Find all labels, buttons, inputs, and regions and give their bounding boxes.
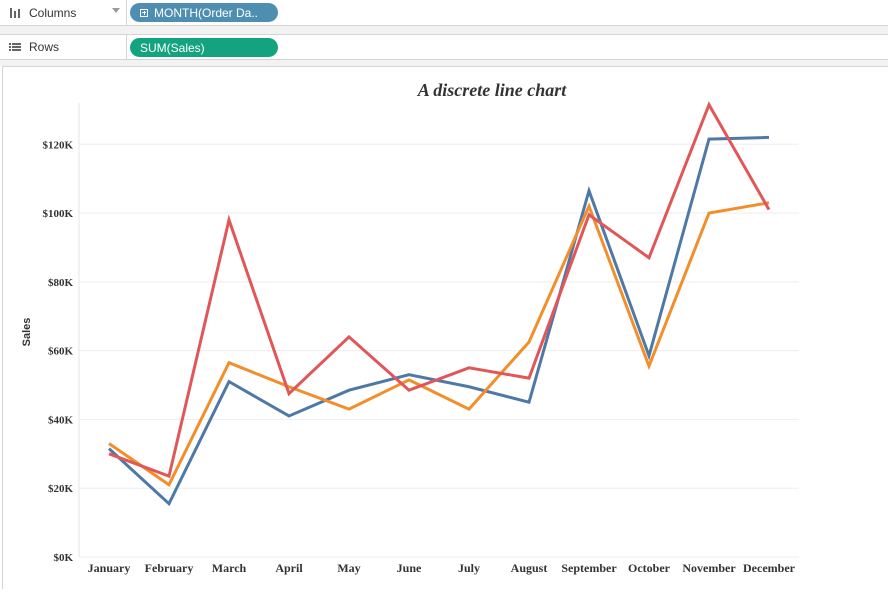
x-tick-label: July (458, 561, 480, 575)
chart-panel: A discrete line chart $0K $20K $40K $60K $80… (2, 66, 888, 589)
columns-shelf-label-area: Columns (0, 0, 127, 25)
x-tick-label: February (145, 561, 194, 575)
columns-label: Columns (29, 5, 77, 20)
y-tick-label: $120K (42, 139, 73, 151)
y-axis-ticks: $0K $20K $40K $60K $80K $100K $120K (42, 139, 73, 564)
y-tick-label: $100K (42, 208, 73, 220)
x-tick-label: November (682, 561, 736, 575)
y-tick-label: $0K (53, 552, 73, 564)
shelf-divider (0, 26, 888, 34)
x-tick-label: March (212, 561, 247, 575)
x-tick-label: May (337, 561, 360, 575)
x-axis-ticks: January February March April May June July Augu… (88, 561, 796, 575)
y-tick-label: $60K (48, 346, 74, 358)
rows-label: Rows (29, 40, 60, 54)
rows-shelf-label-area: Rows (0, 35, 127, 59)
series-line-2[interactable] (108, 201, 770, 487)
expand-plus-icon[interactable] (140, 8, 148, 17)
columns-pill-label: MONTH(Order Da.. (154, 5, 259, 20)
columns-shelf[interactable]: Columns MONTH(Order Da.. (0, 0, 888, 26)
series-line-1[interactable] (107, 135, 770, 507)
y-axis-label: Sales (21, 318, 33, 347)
x-tick-label: April (275, 561, 303, 575)
x-tick-label: September (561, 561, 617, 575)
series-lines (107, 101, 771, 507)
rows-icon (8, 42, 22, 52)
chevron-down-icon[interactable] (112, 8, 120, 13)
y-tick-label: $40K (48, 414, 74, 426)
x-tick-label: December (743, 561, 796, 575)
rows-pill-label: SUM(Sales) (140, 40, 205, 55)
columns-icon (8, 7, 22, 18)
x-tick-label: January (88, 561, 131, 575)
month-order-date-pill[interactable]: MONTH(Order Da.. (130, 3, 278, 22)
y-tick-label: $80K (48, 277, 74, 289)
gridlines (78, 103, 799, 558)
line-chart: A discrete line chart $0K $20K $40K $60K $80… (21, 80, 799, 575)
x-tick-label: June (397, 561, 422, 575)
x-tick-label: August (511, 561, 548, 575)
chart-title: A discrete line chart (417, 80, 567, 100)
rows-shelf[interactable]: Rows SUM(Sales) (0, 34, 888, 60)
y-tick-label: $20K (48, 483, 74, 495)
x-tick-label: October (628, 561, 671, 575)
sum-sales-pill[interactable]: SUM(Sales) (130, 38, 278, 57)
panel-divider (0, 60, 888, 66)
series-line-3[interactable] (108, 101, 771, 479)
